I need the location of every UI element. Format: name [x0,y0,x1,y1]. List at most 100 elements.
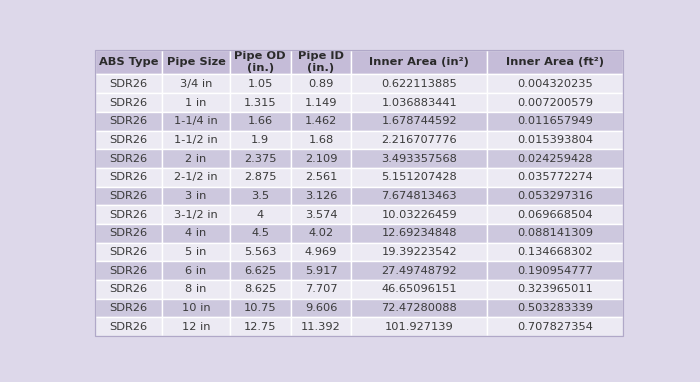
Text: 0.323965011: 0.323965011 [517,285,593,295]
Bar [230,74,290,93]
Text: 12.69234848: 12.69234848 [382,228,457,238]
Text: 72.47280088: 72.47280088 [382,303,457,313]
Text: SDR26: SDR26 [109,116,148,126]
Bar [487,224,623,243]
Bar [487,299,623,317]
Bar [290,131,351,149]
Text: 0.035772274: 0.035772274 [517,172,593,182]
Text: 2.216707776: 2.216707776 [382,135,457,145]
Bar [290,187,351,205]
Text: Pipe ID
(in.): Pipe ID (in.) [298,51,344,73]
Text: SDR26: SDR26 [109,247,148,257]
Text: SDR26: SDR26 [109,97,148,107]
Bar [162,317,230,336]
Text: 0.134668302: 0.134668302 [517,247,593,257]
Bar [487,112,623,131]
Bar [487,149,623,168]
Text: 1.149: 1.149 [304,97,337,107]
Text: 3.574: 3.574 [304,210,337,220]
Bar [94,243,162,261]
Text: SDR26: SDR26 [109,191,148,201]
Bar [290,299,351,317]
Bar [94,205,162,224]
Text: 0.088141309: 0.088141309 [517,228,593,238]
Bar [94,50,162,74]
Bar [162,93,230,112]
Text: 7.674813463: 7.674813463 [382,191,457,201]
Text: 0.89: 0.89 [308,79,334,89]
Text: 0.503283339: 0.503283339 [517,303,593,313]
Bar [162,261,230,280]
Bar [351,224,487,243]
Bar [351,131,487,149]
Bar [351,112,487,131]
Text: 6.625: 6.625 [244,266,276,276]
Text: SDR26: SDR26 [109,322,148,332]
Bar [487,317,623,336]
Text: SDR26: SDR26 [109,154,148,163]
Text: SDR26: SDR26 [109,79,148,89]
Bar [94,187,162,205]
Text: 1.9: 1.9 [251,135,270,145]
Bar [94,261,162,280]
Text: 4: 4 [257,210,264,220]
Bar [290,112,351,131]
Bar [290,317,351,336]
Bar [290,243,351,261]
Bar [230,261,290,280]
Text: 12.75: 12.75 [244,322,276,332]
Bar [162,187,230,205]
Bar [94,299,162,317]
Bar [351,205,487,224]
Text: 0.190954777: 0.190954777 [517,266,593,276]
Bar [290,93,351,112]
Text: SDR26: SDR26 [109,172,148,182]
Text: 0.007200579: 0.007200579 [517,97,593,107]
Bar [290,224,351,243]
Bar [230,317,290,336]
Bar [351,93,487,112]
Text: 0.011657949: 0.011657949 [517,116,593,126]
Text: Inner Area (in²): Inner Area (in²) [370,57,469,67]
Bar [230,243,290,261]
Bar [162,50,230,74]
Text: 3.5: 3.5 [251,191,270,201]
Text: Pipe OD
(in.): Pipe OD (in.) [234,51,286,73]
Bar [487,280,623,299]
Bar [351,149,487,168]
Text: ABS Type: ABS Type [99,57,158,67]
Bar [94,149,162,168]
Text: 8 in: 8 in [186,285,206,295]
Bar [230,131,290,149]
Bar [290,205,351,224]
Bar [230,280,290,299]
Text: 4.02: 4.02 [309,228,333,238]
Bar [230,93,290,112]
Text: 7.707: 7.707 [304,285,337,295]
Text: 2.875: 2.875 [244,172,276,182]
Text: 4.5: 4.5 [251,228,270,238]
Bar [94,280,162,299]
Text: Inner Area (ft²): Inner Area (ft²) [506,57,604,67]
Text: 1.66: 1.66 [248,116,273,126]
Bar [290,280,351,299]
Bar [290,168,351,187]
Text: 1.462: 1.462 [304,116,337,126]
Text: Pipe Size: Pipe Size [167,57,225,67]
Bar [487,50,623,74]
Bar [162,280,230,299]
Text: 0.004320235: 0.004320235 [517,79,593,89]
Text: 1.05: 1.05 [248,79,273,89]
Text: SDR26: SDR26 [109,228,148,238]
Bar [290,74,351,93]
Text: 27.49748792: 27.49748792 [382,266,457,276]
Text: 6 in: 6 in [186,266,206,276]
Text: 5 in: 5 in [186,247,206,257]
Bar [94,168,162,187]
Text: 5.151207428: 5.151207428 [382,172,457,182]
Bar [162,74,230,93]
Text: 2.109: 2.109 [304,154,337,163]
Bar [94,224,162,243]
Bar [290,149,351,168]
Bar [162,131,230,149]
